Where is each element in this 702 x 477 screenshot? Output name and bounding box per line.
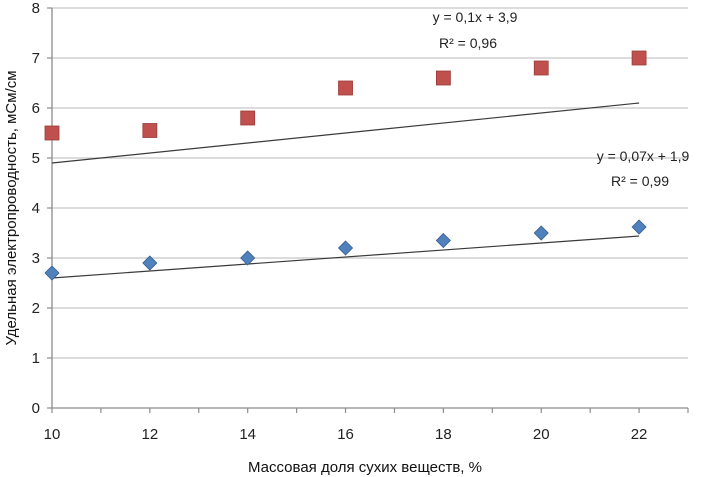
x-tick-label-16: 16 [337, 426, 354, 443]
r-squared-label-2: R² = 0,99 [611, 173, 669, 189]
point-s2-18 [435, 232, 451, 249]
trendline-2 [51, 235, 640, 279]
y-tick-label-2: 2 [32, 300, 40, 317]
y-tick-label-8: 8 [32, 0, 40, 17]
trendlines [51, 102, 640, 279]
point-s2-10 [44, 265, 60, 281]
x-tick-label-10: 10 [44, 426, 61, 443]
point-s2-22 [631, 219, 647, 235]
grid-lines [52, 7, 688, 359]
x-tick-label-18: 18 [435, 426, 452, 443]
point-s1-20 [533, 60, 549, 76]
point-s1-18 [435, 70, 451, 86]
point-s1-12 [142, 123, 158, 138]
equation-labels: y = 0,1x + 3,9 R² = 0,96 y = 0,07x + 1,9 R²… [433, 9, 690, 189]
y-tick-label-1: 1 [32, 350, 40, 367]
y-tick-label-3: 3 [32, 250, 40, 267]
point-s1-14 [240, 110, 256, 126]
x-tick-label-14: 14 [239, 426, 256, 443]
point-s2-14 [240, 250, 256, 266]
r-squared-label-1: R² = 0,96 [439, 35, 497, 51]
axes [47, 7, 689, 413]
y-tick-label-7: 7 [32, 50, 40, 67]
x-tick-label-12: 12 [142, 426, 159, 443]
y-tick-label-6: 6 [32, 100, 40, 117]
x-tick-label-20: 20 [533, 426, 550, 443]
point-s2-16 [337, 240, 354, 256]
trendline-1 [51, 102, 640, 164]
data-points [44, 50, 647, 281]
point-s1-10 [44, 125, 60, 141]
y-tick-label-5: 5 [32, 150, 40, 167]
y-tick-label-4: 4 [32, 200, 40, 217]
y-tick-labels: 0 1 2 3 4 5 6 7 8 [32, 0, 40, 417]
x-tick-label-22: 22 [631, 426, 648, 443]
point-s2-12 [142, 255, 158, 271]
x-axis-title: Массовая доля сухих веществ, % [248, 459, 482, 476]
y-axis-title: Удельная электропроводность, мСм/см [3, 70, 20, 345]
equation-label-1: y = 0,1x + 3,9 [433, 9, 518, 25]
x-tick-labels: 10 12 14 16 18 20 22 [44, 426, 648, 443]
point-s1-22 [631, 50, 647, 66]
point-s1-16 [338, 80, 353, 96]
equation-label-2: y = 0,07x + 1,9 [597, 148, 690, 164]
y-tick-label-0: 0 [32, 400, 40, 417]
point-s2-20 [533, 225, 549, 241]
